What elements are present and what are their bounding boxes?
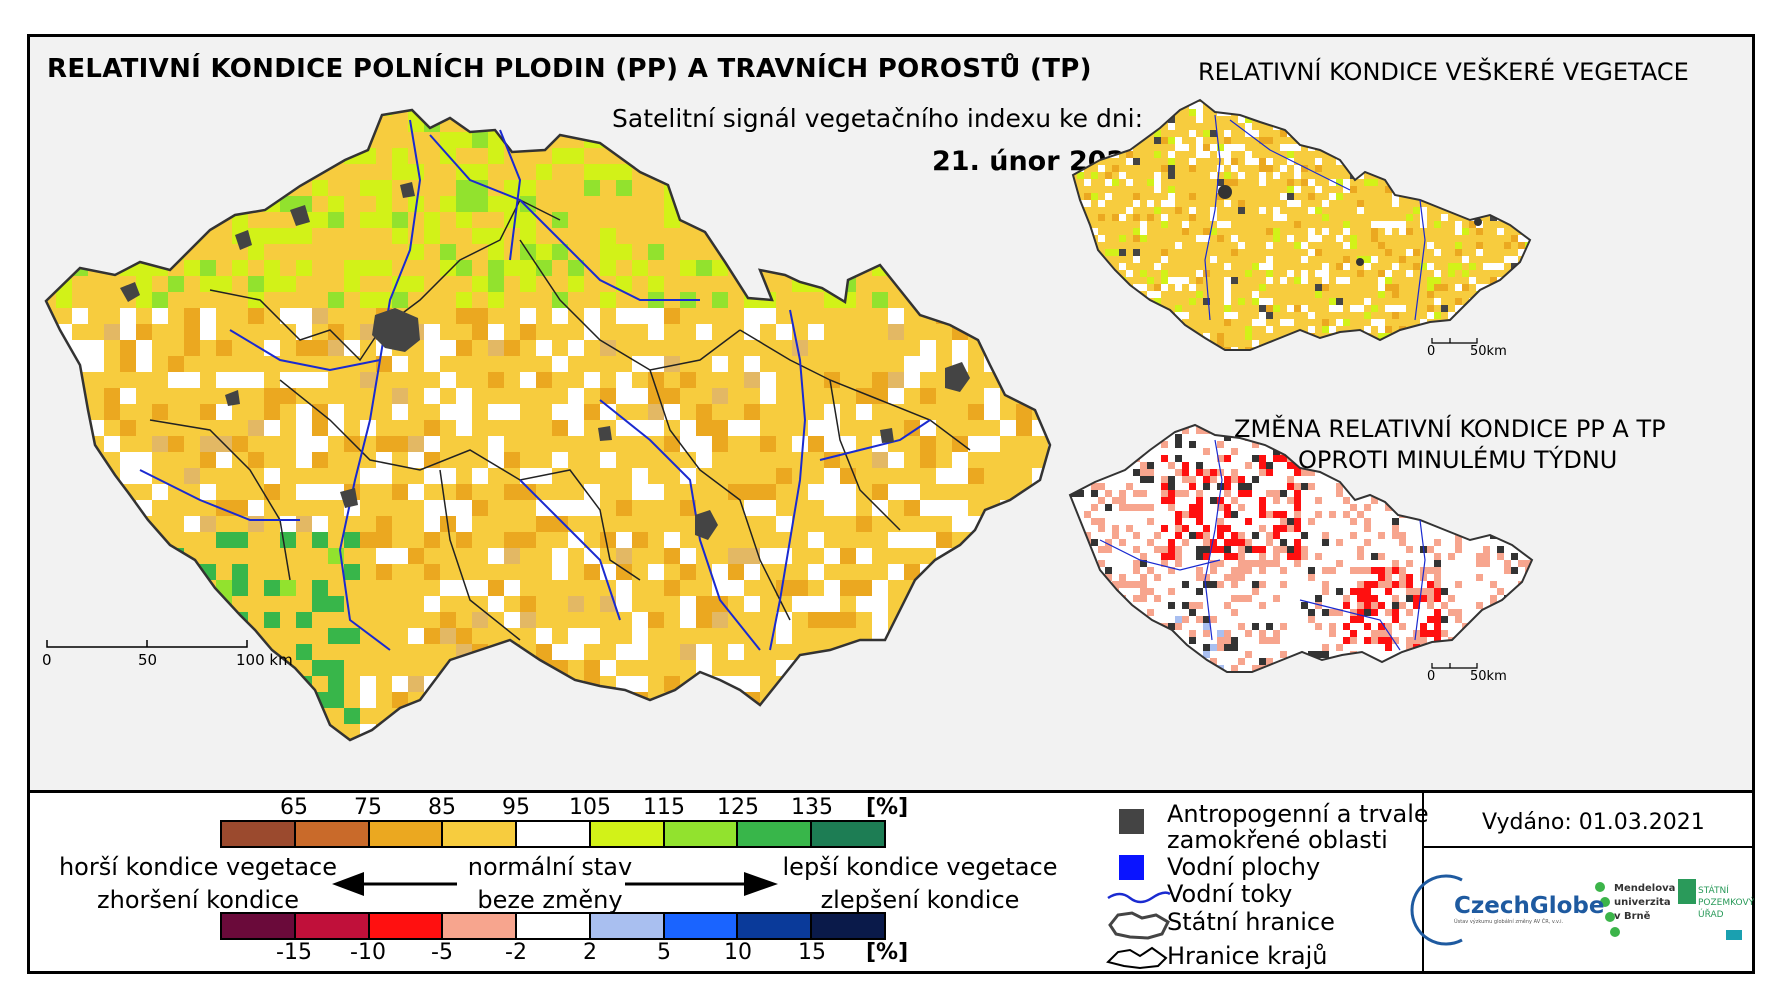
arrow-left-icon xyxy=(332,872,457,896)
change-scale-swatch xyxy=(810,914,885,938)
urban-areas xyxy=(120,182,970,540)
condition-scale-tick-label: 65 xyxy=(280,795,308,820)
water-square-icon xyxy=(1119,855,1144,880)
spu-logo-accent xyxy=(1726,930,1742,940)
mendel-logo: Mendelova univerzita v Brně xyxy=(1614,882,1675,924)
change-scale-tick-label: -2 xyxy=(505,940,527,965)
spu-logo-line: ÚŘAD xyxy=(1698,910,1724,920)
spu-logo: STÁTNÍ POZEMKOVÝ ÚŘAD xyxy=(1698,885,1754,921)
condition-scale-tick-label: 135 xyxy=(791,795,833,820)
condition-scale-swatch xyxy=(367,822,442,846)
change-scale-swatch xyxy=(293,914,368,938)
czechglobe-logo-icon xyxy=(1410,874,1463,946)
change-scale-tick-label: 2 xyxy=(583,940,597,965)
condition-scale-swatch xyxy=(736,822,811,846)
condition-scale-tick-label: 75 xyxy=(354,795,382,820)
map-title: RELATIVNÍ KONDICE POLNÍCH PLODIN (PP) A … xyxy=(47,54,1092,84)
change-scale-tick-label: -15 xyxy=(276,940,312,965)
condition-scale-tick-label: 125 xyxy=(717,795,759,820)
inset-top-title: RELATIVNÍ KONDICE VEŠKERÉ VEGETACE xyxy=(1198,58,1689,86)
mendel-logo-icon xyxy=(1595,882,1620,937)
rivers xyxy=(139,119,931,651)
inset-bottom-scale-50: 50km xyxy=(1470,669,1507,684)
czechglobe-logo-subtext: Ústav výzkumu globální změny AV ČR, v.v.… xyxy=(1454,919,1564,925)
main-scale-50: 50 xyxy=(138,651,158,669)
condition-color-scale xyxy=(220,820,886,848)
arrow-right-icon xyxy=(625,872,778,896)
region-borders xyxy=(149,198,971,641)
spu-logo-line: POZEMKOVÝ xyxy=(1698,898,1755,908)
worse-label: horší kondice vegetace xyxy=(58,853,338,881)
normal-label: normální stav xyxy=(467,853,633,881)
change-scale-tick-label: 10 xyxy=(724,940,752,965)
inset-bottom-scale-0: 0 xyxy=(1427,669,1436,684)
czechglobe-logo-text: CzechGlobe xyxy=(1454,893,1605,919)
river-line-icon xyxy=(1107,891,1171,904)
condition-scale-tick-label: 115 xyxy=(643,795,685,820)
legend-river-label: Vodní toky xyxy=(1167,880,1293,908)
inset-change-map xyxy=(1069,424,1533,673)
spu-logo-icon xyxy=(1678,879,1696,904)
mendel-logo-line: univerzita xyxy=(1614,897,1671,908)
mendel-logo-line: v Brně xyxy=(1614,911,1651,922)
inset-top-scale-0: 0 xyxy=(1427,344,1436,359)
change-scale-swatch xyxy=(588,914,663,938)
legend-state-border-label: Státní hranice xyxy=(1167,908,1335,936)
normal-change-label: beze změny xyxy=(477,886,623,914)
state-border-icon xyxy=(1108,911,1170,940)
main-scale-0: 0 xyxy=(42,651,52,669)
region-border-icon xyxy=(1106,946,1168,970)
inset-bottom-title-line1: ZMĚNA RELATIVNÍ KONDICE PP A TP xyxy=(1234,415,1666,443)
legend-water-label: Vodní plochy xyxy=(1167,853,1321,881)
condition-scale-swatch xyxy=(222,822,294,846)
condition-scale-tick-label: 85 xyxy=(428,795,456,820)
condition-scale-swatch xyxy=(662,822,737,846)
change-scale-tick-label: -5 xyxy=(431,940,453,965)
legend-urban-label: Antropogenní a trvale xyxy=(1167,800,1429,828)
main-map xyxy=(44,108,1052,742)
condition-scale-swatch xyxy=(810,822,885,846)
change-scale-swatch xyxy=(441,914,516,938)
inset-top-scale-50: 50km xyxy=(1470,344,1507,359)
main-scale-bar xyxy=(46,640,248,648)
change-scale-swatch xyxy=(515,914,589,938)
condition-scale-tick-label: 105 xyxy=(569,795,611,820)
condition-scale-swatch xyxy=(515,822,589,846)
issued-date: Vydáno: 01.03.2021 xyxy=(1482,810,1705,835)
divider xyxy=(1422,846,1752,848)
change-color-scale xyxy=(220,912,886,940)
legend-region-border-label: Hranice krajů xyxy=(1167,942,1328,970)
inset-vegetation-map xyxy=(1072,99,1531,351)
change-scale-tick-label: -10 xyxy=(350,940,386,965)
czechglobe-logo: CzechGlobe Ústav výzkumu globální změny … xyxy=(1454,893,1605,925)
inset-bottom-title-line2: OPROTI MINULÉMU TÝDNU xyxy=(1298,446,1618,474)
main-scale-100: 100 km xyxy=(236,651,293,669)
change-scale-tick-label: 15 xyxy=(798,940,826,965)
condition-scale-swatch xyxy=(441,822,516,846)
condition-scale-unit: [%] xyxy=(866,795,909,820)
legend-urban-label-2: zamokřené oblasti xyxy=(1167,826,1388,854)
spu-logo-line: STÁTNÍ xyxy=(1698,886,1729,896)
map-subtitle: Satelitní signál vegetačního indexu ke d… xyxy=(612,104,1144,133)
legend-divider xyxy=(27,790,1755,793)
change-scale-swatch xyxy=(662,914,737,938)
better-change-label: zlepšení kondice xyxy=(820,886,1020,914)
urban-square-icon xyxy=(1119,809,1144,834)
change-scale-swatch xyxy=(736,914,811,938)
condition-scale-swatch xyxy=(293,822,368,846)
change-scale-swatch xyxy=(222,914,294,938)
better-label: lepší kondice vegetace xyxy=(782,853,1058,881)
change-scale-unit: [%] xyxy=(866,940,909,965)
condition-scale-tick-label: 95 xyxy=(502,795,530,820)
change-scale-swatch xyxy=(367,914,442,938)
mendel-logo-line: Mendelova xyxy=(1614,883,1676,894)
worse-change-label: zhoršení kondice xyxy=(97,886,299,914)
change-scale-tick-label: 5 xyxy=(657,940,671,965)
condition-scale-swatch xyxy=(588,822,663,846)
divider xyxy=(1422,793,1424,971)
